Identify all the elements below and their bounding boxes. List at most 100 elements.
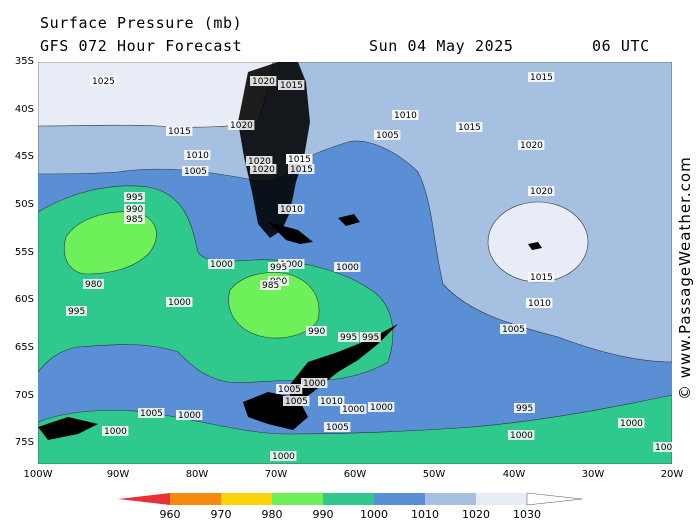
svg-text:1015: 1015: [458, 123, 481, 133]
contour-label: 995: [338, 332, 359, 343]
contour-label: 1020: [228, 120, 255, 131]
contour-label: 1000: [301, 378, 328, 389]
contour-label: 995: [360, 332, 381, 343]
contour-label: 995: [124, 192, 145, 203]
svg-text:995: 995: [270, 263, 287, 273]
svg-text:995: 995: [340, 333, 357, 343]
contour-label: 1005: [324, 422, 351, 433]
lon-label-30w: 30W: [581, 469, 605, 480]
legend-segment-1020-1030: [476, 493, 527, 505]
lon-label-80w: 80W: [185, 469, 209, 480]
svg-text:995: 995: [362, 333, 379, 343]
lat-label-75s: 75S: [14, 437, 34, 448]
contour-label: 1005: [500, 324, 527, 335]
lon-label-60w: 60W: [343, 469, 367, 480]
contour-label: 980: [83, 279, 104, 290]
forecast-time: 06 UTC: [592, 37, 650, 55]
lat-label-65s: 65S: [14, 342, 34, 353]
svg-text:1010: 1010: [320, 397, 343, 407]
svg-text:1000: 1000: [370, 403, 393, 413]
svg-text:1015: 1015: [290, 165, 313, 175]
svg-text:1000: 1000: [104, 427, 127, 437]
svg-text:1005: 1005: [376, 131, 399, 141]
legend-segment-980-990: [272, 493, 323, 505]
svg-text:995: 995: [126, 193, 143, 203]
lat-label-55s: 55S: [14, 247, 34, 258]
lon-label-40w: 40W: [502, 469, 526, 480]
svg-text:1000: 1000: [336, 263, 359, 273]
contour-labels: 1025102010151020101510101005101510151010…: [66, 72, 672, 462]
contour-label: 1020: [518, 140, 545, 151]
svg-text:1020: 1020: [252, 77, 275, 87]
svg-text:1015: 1015: [530, 273, 553, 283]
contour-label: 1000: [270, 451, 297, 462]
contour-label: 1005: [182, 166, 209, 177]
svg-text:1020: 1020: [520, 141, 543, 151]
legend-segment-970-980: [221, 493, 272, 505]
lat-label-35s: 35S: [14, 56, 34, 67]
legend-tick-980: 980: [261, 508, 283, 521]
svg-text:1000: 1000: [168, 298, 191, 308]
svg-text:1000: 1000: [510, 431, 533, 441]
legend-tick-1030: 1030: [513, 508, 541, 521]
contour-label: 1015: [528, 272, 555, 283]
band-1010-1020: [38, 62, 672, 363]
svg-text:1005: 1005: [184, 167, 207, 177]
lon-label-70w: 70W: [264, 469, 288, 480]
contour-label: 1020: [250, 164, 277, 175]
svg-text:1000: 1000: [178, 411, 201, 421]
contour-label: 1025: [90, 76, 117, 87]
svg-text:980: 980: [85, 280, 102, 290]
contour-label: 1010: [318, 396, 345, 407]
pressure-map: 1025102010151020101510101005101510151010…: [38, 62, 672, 464]
svg-text:1000: 1000: [655, 443, 672, 453]
contour-label: 1005: [276, 384, 303, 395]
svg-text:995: 995: [68, 307, 85, 317]
forecast-date: Sun 04 May 2025: [369, 37, 514, 55]
contour-label: 1000: [208, 259, 235, 270]
legend-tick-1000: 1000: [360, 508, 388, 521]
lon-label-100w: 100W: [23, 469, 53, 480]
svg-text:990: 990: [126, 205, 143, 215]
contour-label: 990: [306, 326, 327, 337]
svg-text:1000: 1000: [280, 260, 303, 270]
svg-text:1015: 1015: [280, 81, 303, 91]
contour-label: 995: [66, 306, 87, 317]
svg-text:1015: 1015: [288, 155, 311, 165]
contour-label: 1020: [250, 76, 277, 87]
lon-label-20w: 20W: [660, 469, 684, 480]
contour-label: 1015: [166, 126, 193, 137]
legend-tick-1020: 1020: [462, 508, 490, 521]
contour-label: 1000: [166, 297, 193, 308]
lat-label-70s: 70S: [14, 390, 34, 401]
svg-text:1010: 1010: [394, 111, 417, 121]
svg-text:1015: 1015: [168, 127, 191, 137]
contour-label: 1015: [278, 80, 305, 91]
svg-text:1005: 1005: [326, 423, 349, 433]
land-falklands: [338, 214, 542, 250]
svg-text:1010: 1010: [528, 299, 551, 309]
lat-label-45s: 45S: [14, 151, 34, 162]
contour-label: 1010: [184, 150, 211, 161]
svg-text:1000: 1000: [303, 379, 326, 389]
contour-label: 985: [124, 214, 145, 225]
contour-label: 990: [124, 204, 145, 215]
lat-label-60s: 60S: [14, 294, 34, 305]
svg-text:1010: 1010: [280, 205, 303, 215]
svg-text:1005: 1005: [140, 409, 163, 419]
contour-label: 995: [268, 262, 289, 273]
svg-text:1020: 1020: [530, 187, 553, 197]
lon-label-90w: 90W: [106, 469, 130, 480]
map-title: Surface Pressure (mb): [40, 14, 243, 32]
lon-label-50w: 50W: [422, 469, 446, 480]
legend-tick-970: 970: [210, 508, 232, 521]
svg-text:1005: 1005: [278, 385, 301, 395]
contour-label: 1015: [456, 122, 483, 133]
legend-segment-1010-1020: [425, 493, 476, 505]
credit-watermark: © www.PassageWeather.com: [676, 156, 694, 400]
svg-text:1000: 1000: [210, 260, 233, 270]
svg-text:1020: 1020: [252, 165, 275, 175]
contour-label: 1015: [286, 154, 313, 165]
svg-text:985: 985: [126, 215, 143, 225]
svg-text:1005: 1005: [285, 397, 308, 407]
